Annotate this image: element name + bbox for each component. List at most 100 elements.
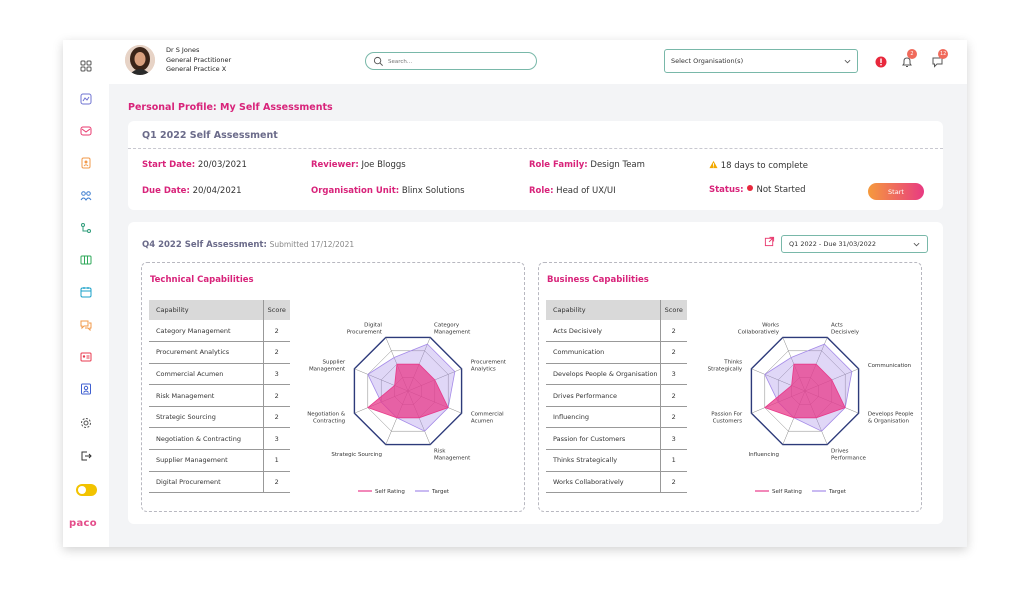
radar-axis-label: Develops People & Organisation: [868, 412, 914, 425]
radar-axis-label-line: Thinks: [723, 359, 742, 365]
table-row: Works Collaboratively 2: [546, 471, 687, 494]
submitted-date: Submitted 17/12/2021: [269, 240, 355, 249]
capability-cell: Passion for Customers: [546, 427, 660, 451]
contacts-icon[interactable]: [80, 157, 92, 169]
chart-icon[interactable]: [80, 93, 92, 105]
status-value: Not Started: [756, 185, 806, 195]
settings-icon[interactable]: [80, 417, 92, 429]
radar-axis-label-line: Performance: [831, 455, 866, 461]
radar-axis-label: Negotiation & Contracting: [307, 412, 346, 425]
divider: [128, 148, 943, 149]
technical-panel: Technical Capabilities Capability Score C…: [141, 262, 525, 512]
radar-axis-label-line: Influencing: [749, 452, 779, 458]
score-cell: 1: [262, 449, 290, 472]
table-row: Category Management 2: [149, 320, 290, 343]
mail-icon[interactable]: [80, 125, 92, 137]
avatar[interactable]: [125, 45, 155, 75]
radar-axis-label-line: Communication: [868, 363, 912, 369]
bell-icon[interactable]: 2: [900, 49, 917, 68]
role-label: Role:: [529, 186, 554, 196]
capability-cell: Risk Management: [149, 384, 263, 407]
grid-icon[interactable]: [80, 60, 92, 72]
role-family-field: Role Family: Design Team: [529, 160, 645, 170]
radar-axis-label: Influencing: [749, 452, 779, 458]
radar-axis-label-line: Passion For: [711, 412, 743, 418]
due-date-value: 20/04/2021: [192, 186, 242, 196]
start-date-label: Start Date:: [142, 160, 196, 170]
radar-axis-label-line: Digital: [364, 323, 382, 329]
role-family-value: Design Team: [590, 160, 645, 170]
paco-logo: paco: [69, 518, 97, 529]
radar-axis-label-line: Management: [309, 366, 346, 372]
radar-axis-label: Passion For Customers: [711, 412, 743, 425]
score-cell: 2: [659, 384, 687, 407]
profile-icon[interactable]: [80, 383, 92, 395]
score-cell: 2: [262, 406, 290, 429]
radar-axis-label-line: Customers: [713, 419, 743, 425]
warning-icon: [709, 160, 718, 169]
col-score: Score: [262, 300, 290, 320]
theme-toggle[interactable]: [76, 484, 97, 496]
chat-icon[interactable]: [80, 319, 92, 331]
score-cell: 2: [659, 406, 687, 429]
messages-icon[interactable]: 12: [931, 49, 949, 68]
table-icon[interactable]: [80, 254, 92, 266]
logout-icon[interactable]: [80, 450, 92, 462]
radar-axis-label: Procurement Analytics: [471, 359, 507, 372]
business-radar-chart: Acts Decisively Communication Develops Peop…: [708, 323, 914, 495]
capability-cell: Supplier Management: [149, 449, 263, 472]
score-cell: 3: [659, 363, 687, 386]
radar-axis-label: Works Collaboratively: [738, 323, 780, 336]
table-row: Drives Performance 2: [546, 384, 687, 407]
capability-cell: Thinks Strategically: [546, 449, 660, 472]
sidebar: paco: [63, 40, 109, 547]
alert-icon[interactable]: [874, 54, 888, 68]
search-box: [365, 52, 537, 70]
legend-self-rating-label: Self Rating: [375, 489, 405, 495]
route-icon[interactable]: [80, 222, 92, 234]
org-unit-value: Blinx Solutions: [401, 186, 465, 196]
score-cell: 3: [659, 427, 687, 451]
reviewer-field: Reviewer: Joe Bloggs: [311, 160, 406, 170]
score-cell: 2: [659, 471, 687, 494]
status-label: Status:: [709, 185, 744, 195]
messages-badge: 12: [938, 49, 949, 59]
legend-target-label: Target: [431, 489, 450, 495]
user-role: General Practitioner: [166, 55, 232, 64]
team-icon[interactable]: [80, 190, 92, 202]
open-external-icon[interactable]: [764, 236, 775, 247]
capability-cell: Influencing: [546, 406, 660, 429]
radar-axis-label-line: Acumen: [471, 419, 494, 425]
id-card-icon[interactable]: [80, 351, 92, 363]
calendar-icon[interactable]: [80, 286, 92, 298]
user-info: Dr S Jones General Practitioner General …: [166, 46, 231, 75]
table-row: Develops People & Organisation 3: [546, 363, 687, 386]
table-row: Digital Procurement 2: [149, 471, 290, 494]
reviewer-value: Joe Bloggs: [361, 160, 406, 170]
radar-axis-label-line: Management: [434, 455, 471, 461]
period-select[interactable]: Q1 2022 - Due 31/03/2022: [781, 235, 928, 253]
previous-title-text: Q4 2022 Self Assessment:: [142, 240, 267, 250]
capability-cell: Drives Performance: [546, 384, 660, 407]
page-title: Personal Profile: My Self Assessments: [128, 102, 333, 113]
start-button[interactable]: Start: [868, 183, 924, 200]
business-table: Capability Score Acts Decisively 2 Communi…: [546, 300, 687, 494]
capability-cell: Communication: [546, 341, 660, 364]
role-field: Role: Head of UX/UI: [529, 186, 616, 196]
due-date-field: Due Date: 20/04/2021: [142, 186, 242, 196]
radar-axis-label: Commercial Acumen: [471, 412, 504, 425]
bell-badge: 2: [907, 49, 917, 59]
chevron-down-icon: [913, 242, 920, 247]
table-row: Commercial Acumen 3: [149, 363, 290, 386]
table-row: Passion for Customers 3: [546, 427, 687, 451]
score-cell: 2: [262, 341, 290, 364]
start-date-field: Start Date: 20/03/2021: [142, 160, 247, 170]
radar-axis-label-line: Works: [762, 323, 779, 329]
days-remaining: 18 days to complete: [709, 160, 808, 171]
current-assessment-card: Q1 2022 Self Assessment Start Date: 20/0…: [128, 121, 943, 210]
col-score: Score: [659, 300, 687, 320]
radar-axis-label: Acts Decisively: [831, 323, 860, 336]
organisation-select[interactable]: Select Organisation(s): [664, 49, 858, 73]
search-input[interactable]: [388, 56, 528, 67]
radar-axis-label-line: Management: [434, 330, 471, 336]
